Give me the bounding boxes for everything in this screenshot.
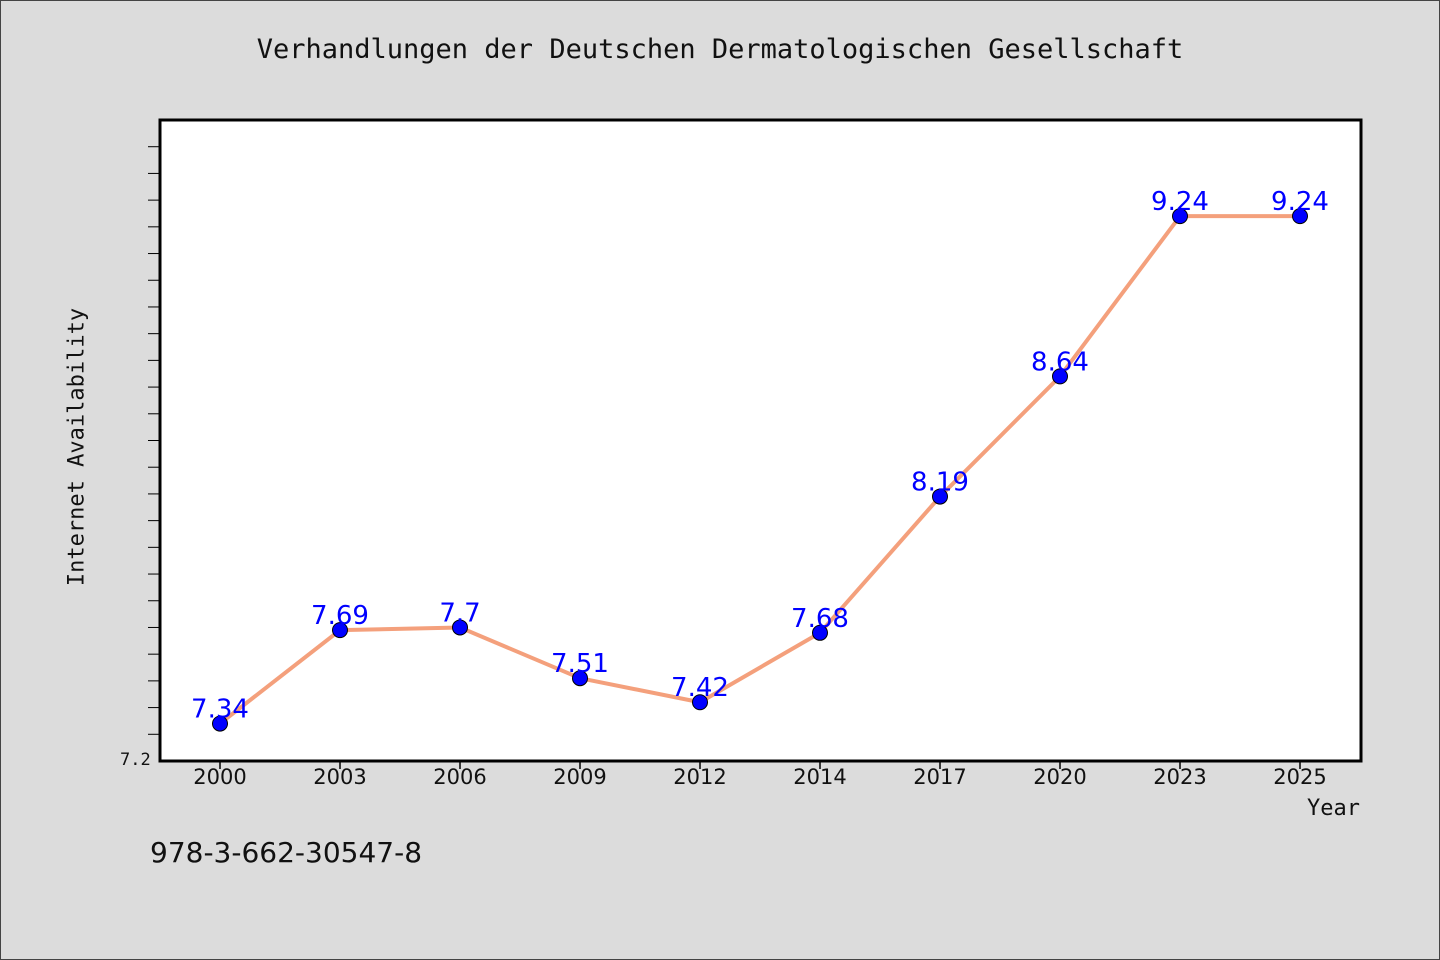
data-label: 9.24: [1151, 187, 1209, 217]
data-label: 8.19: [911, 468, 969, 498]
plot-area: [158, 118, 1363, 763]
data-label: 7.69: [311, 601, 369, 631]
x-tick-label: 2000: [193, 765, 246, 789]
x-tick-label: 2017: [913, 765, 966, 789]
x-tick-label: 2025: [1273, 765, 1326, 789]
chart-title: Verhandlungen der Deutschen Dermatologis…: [256, 34, 1184, 65]
x-tick-label: 2014: [793, 765, 846, 789]
data-point: [452, 619, 468, 636]
x-tick-label: 2009: [553, 765, 606, 789]
isbn-text: 978-3-662-30547-8: [150, 836, 423, 869]
data-point: [1172, 208, 1188, 225]
data-label: 9.24: [1271, 187, 1329, 217]
data-point: [212, 715, 228, 732]
data-label: 7.68: [791, 604, 849, 634]
x-tick-label: 2006: [433, 765, 486, 789]
data-point: [1292, 208, 1308, 225]
data-point: [812, 624, 828, 641]
data-label: 7.34: [191, 695, 249, 725]
data-point: [572, 670, 588, 687]
data-point: [1052, 368, 1068, 385]
data-point: [692, 694, 708, 711]
y-tick-label: 7.2: [120, 750, 151, 770]
series-line: [218, 214, 1300, 726]
x-tick-label: 2012: [673, 765, 726, 789]
data-label: 7.51: [551, 649, 609, 679]
data-point: [332, 622, 348, 639]
x-tick-label: 2023: [1153, 765, 1206, 789]
data-label: 7.7: [439, 598, 480, 628]
data-label: 7.42: [671, 673, 729, 703]
x-axis-label: Year: [1307, 796, 1360, 821]
x-tick-label: 2003: [313, 765, 366, 789]
data-point: [932, 488, 948, 505]
x-tick-label: 2020: [1033, 765, 1086, 789]
data-label: 8.64: [1031, 347, 1089, 377]
